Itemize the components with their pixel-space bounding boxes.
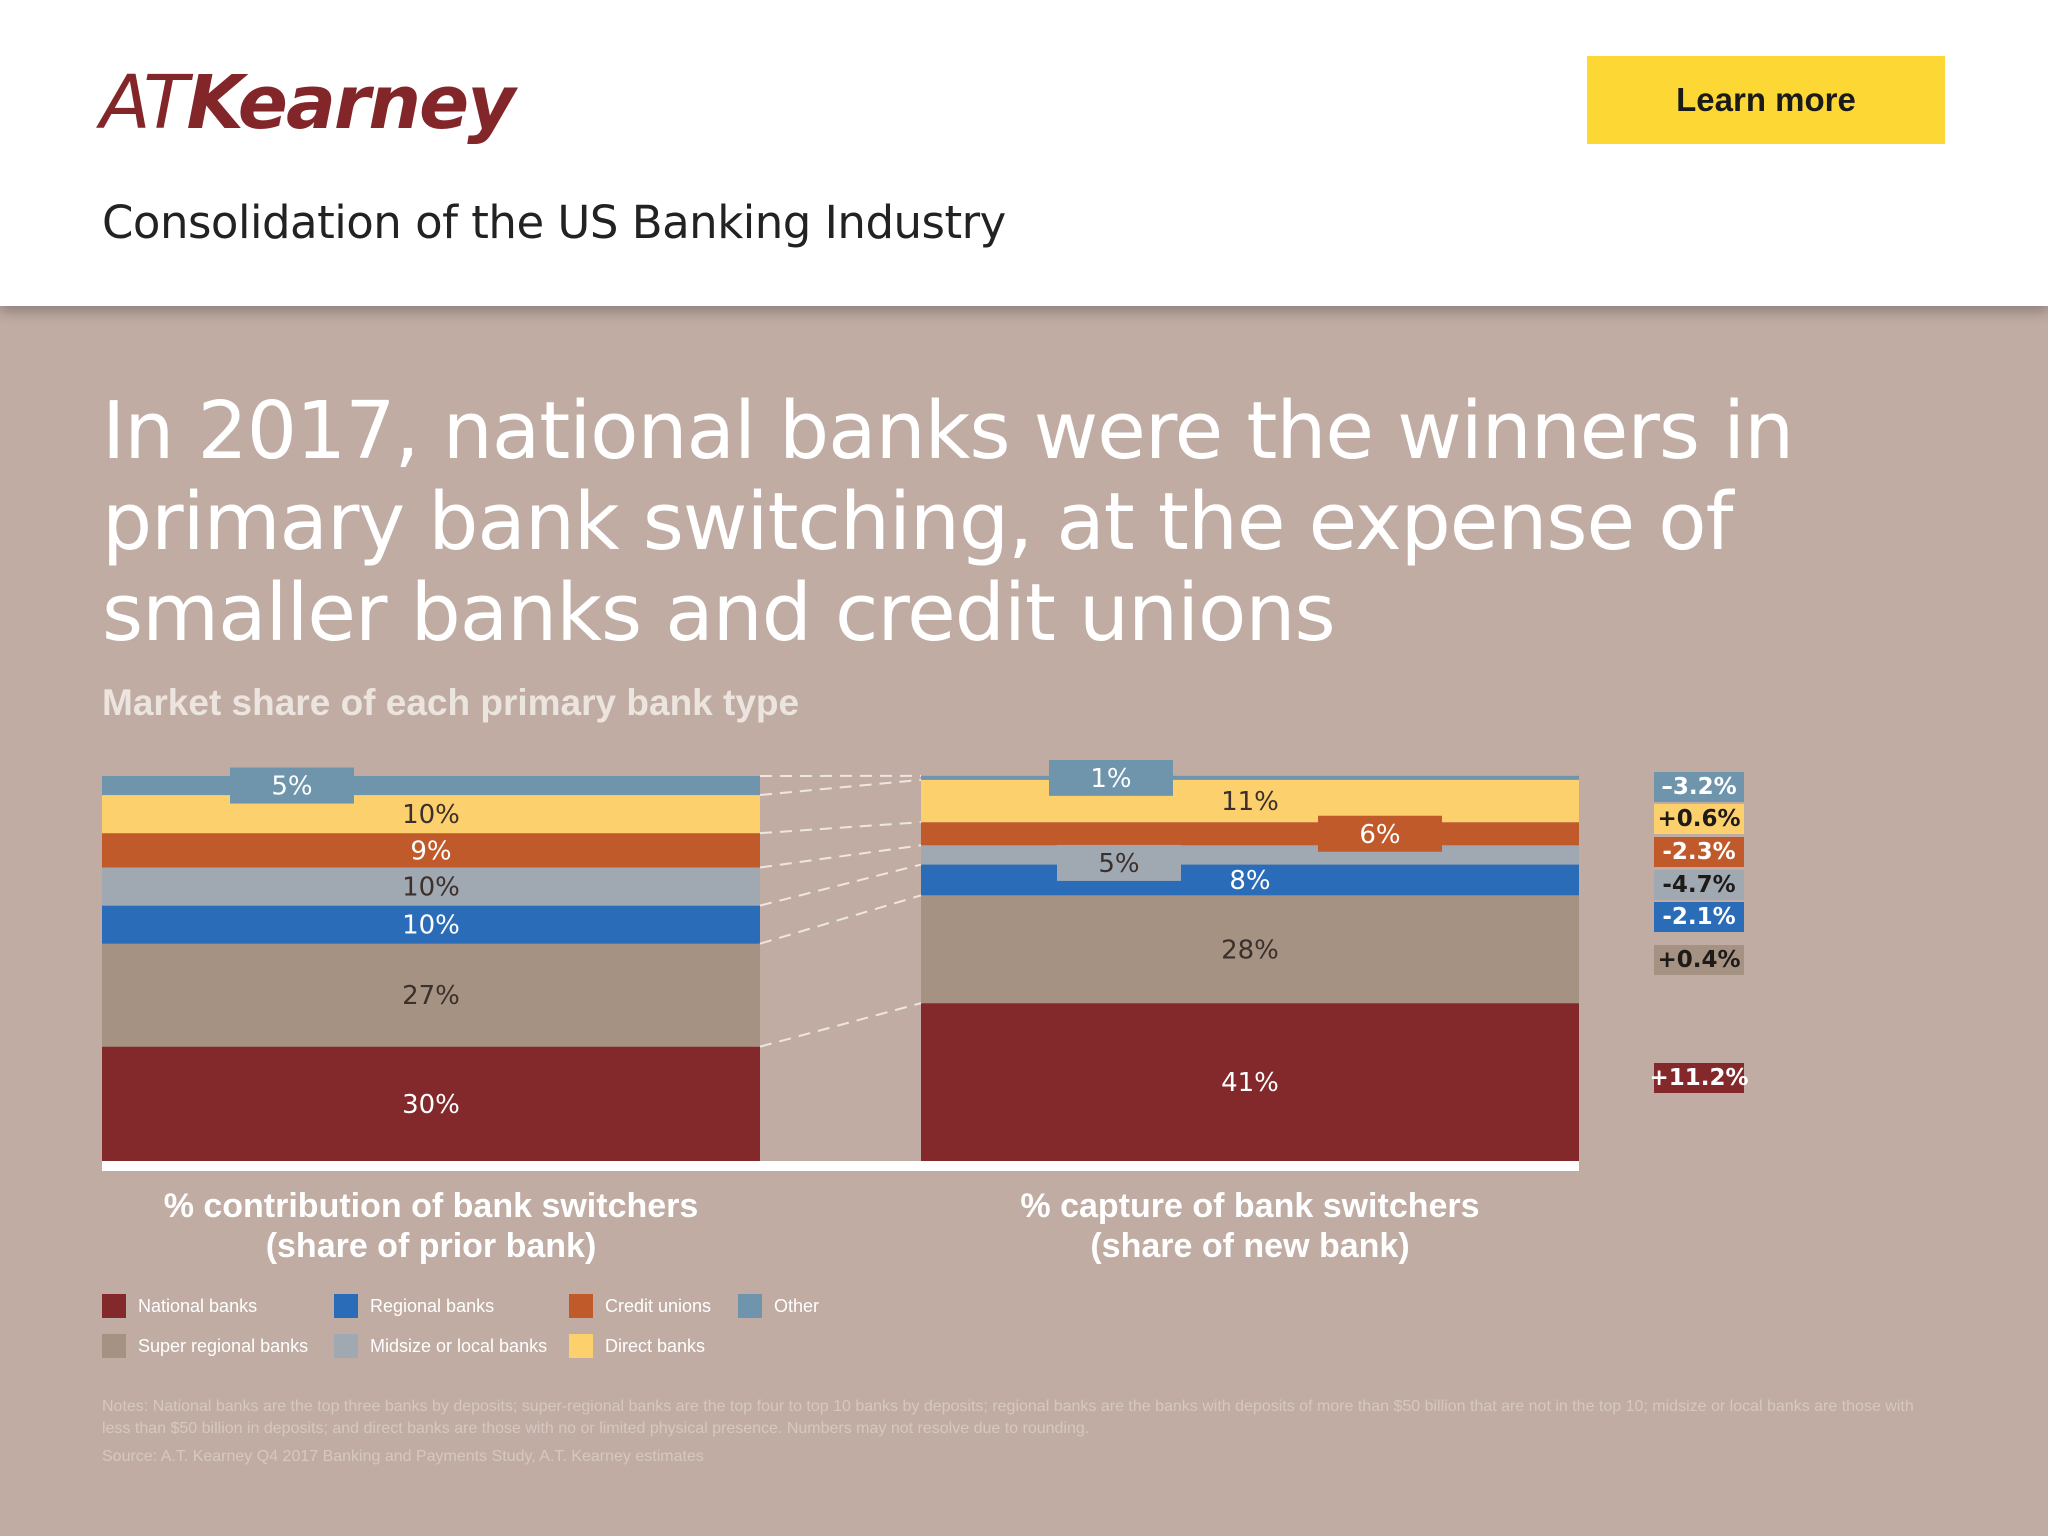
axis-label-line2: (share of prior bank)	[265, 1227, 597, 1265]
connector-line	[759, 894, 922, 945]
data-label: 41%	[1221, 1068, 1279, 1098]
legend-item-midsize: Midsize or local banks	[334, 1334, 547, 1358]
data-label: 5%	[271, 772, 312, 802]
label-box	[1057, 844, 1181, 881]
axis-label-line2: (share of new bank)	[1090, 1227, 1410, 1265]
legend-item-national: National banks	[102, 1294, 257, 1318]
legend-swatch	[102, 1294, 126, 1318]
legend-swatch	[334, 1334, 358, 1358]
change-badge-bg	[1654, 772, 1744, 802]
header-bar: ATKearney Learn more Consolidation of th…	[0, 0, 2048, 306]
bar-segment-midsize-or-local-banks	[102, 867, 760, 906]
legend-item-other: Other	[738, 1294, 819, 1318]
data-label: 30%	[402, 1090, 460, 1120]
change-badge-bg	[1654, 870, 1744, 900]
connector-line	[759, 844, 922, 869]
footnotes: Notes: National banks are the top three …	[102, 1396, 1942, 1468]
change-badge-bg	[1654, 945, 1744, 975]
stacked-bar-chart: 30% 27% 10% 10% 9% 10% 5% 41% 28% 8% 5% 6% 11% 1% –3.2…	[102, 760, 1749, 1171]
legend-label: Other	[774, 1295, 820, 1316]
chart-title: Market share of each primary bank type	[102, 682, 800, 723]
page-subtitle: Consolidation of the US Banking Industry	[102, 196, 1006, 249]
change-badge-bg	[1654, 804, 1744, 834]
change-badge: +0.4%	[1657, 947, 1740, 973]
bar-segment-credit-unions	[102, 833, 760, 868]
data-label: 6%	[1359, 820, 1400, 850]
logo-name: Kearney	[186, 60, 515, 146]
change-badge-bg	[1654, 1063, 1744, 1093]
data-label: 11%	[1221, 787, 1279, 817]
data-label: 10%	[402, 800, 460, 830]
bar-segment-super-regional-banks	[921, 895, 1579, 1004]
label-box	[1049, 760, 1173, 796]
source-text: Source: A.T. Kearney Q4 2017 Banking and…	[102, 1448, 704, 1465]
change-badge-bg	[1654, 837, 1744, 867]
data-label: 27%	[402, 981, 460, 1011]
learn-more-button[interactable]: Learn more	[1587, 56, 1945, 144]
legend-swatch	[569, 1334, 593, 1358]
data-label: 28%	[1221, 935, 1279, 965]
bar-segment-national-banks	[921, 1003, 1579, 1161]
axis-label-new-bank: % capture of bank switchers (share of ne…	[900, 1186, 1600, 1266]
baseline	[102, 1161, 1579, 1171]
bar-segment-regional-banks	[102, 905, 760, 944]
legend-item-regional: Regional banks	[334, 1294, 494, 1318]
change-badge: –3.2%	[1661, 774, 1736, 800]
data-label: 1%	[1090, 764, 1131, 794]
connector-line	[759, 778, 922, 797]
data-label: 10%	[402, 873, 460, 903]
legend-swatch	[569, 1294, 593, 1318]
legend-item-super-regional: Super regional banks	[102, 1334, 308, 1358]
bar-segment-regional-banks	[921, 864, 1579, 896]
axis-label-line1: % capture of bank switchers	[1020, 1187, 1480, 1225]
legend-label: Regional banks	[370, 1295, 495, 1316]
connector-line	[759, 821, 922, 835]
data-label: 9%	[410, 836, 451, 866]
bar-segment-direct-banks	[921, 779, 1579, 823]
change-badge: -2.1%	[1662, 904, 1735, 930]
logo-at: AT	[100, 60, 188, 146]
legend-label: Direct banks	[605, 1335, 706, 1356]
data-label: 8%	[1229, 866, 1270, 896]
bar-segment-midsize-or-local-banks	[921, 845, 1579, 865]
legend-swatch	[738, 1294, 762, 1318]
bar-segment-other	[921, 775, 1579, 780]
data-label: 5%	[1098, 849, 1139, 879]
label-box	[1318, 815, 1442, 852]
atkearney-logo[interactable]: ATKearney	[100, 60, 515, 146]
change-badge: -4.7%	[1662, 872, 1735, 898]
connector-line	[759, 1002, 922, 1048]
legend-label: Credit unions	[605, 1295, 712, 1316]
legend-swatch	[334, 1294, 358, 1318]
axis-label-prior-bank: % contribution of bank switchers (share …	[81, 1186, 781, 1266]
legend-item-credit-unions: Credit unions	[569, 1294, 711, 1318]
legend-label: Midsize or local banks	[370, 1335, 548, 1356]
legend-label: Super regional banks	[138, 1335, 309, 1356]
headline: In 2017, national banks were the winners…	[102, 385, 1794, 659]
bar-segment-super-regional-banks	[102, 943, 760, 1047]
bar-segment-national-banks	[102, 1046, 760, 1161]
bar-segment-direct-banks	[102, 795, 760, 834]
bar-segment-other	[102, 776, 760, 796]
change-badge: +0.6%	[1657, 806, 1740, 832]
change-badge: -2.3%	[1662, 839, 1735, 865]
axis-label-line1: % contribution of bank switchers	[163, 1187, 699, 1225]
label-box	[230, 767, 354, 804]
bar-segment-credit-unions	[921, 822, 1579, 846]
legend-item-direct: Direct banks	[569, 1334, 705, 1358]
legend-swatch	[102, 1334, 126, 1358]
legend-label: National banks	[138, 1295, 258, 1316]
change-badge: +11.2%	[1649, 1065, 1748, 1091]
notes-text: Notes: National banks are the top three …	[102, 1398, 1914, 1437]
data-label: 10%	[402, 911, 460, 941]
change-badge-bg	[1654, 902, 1744, 932]
connector-line	[759, 863, 922, 907]
